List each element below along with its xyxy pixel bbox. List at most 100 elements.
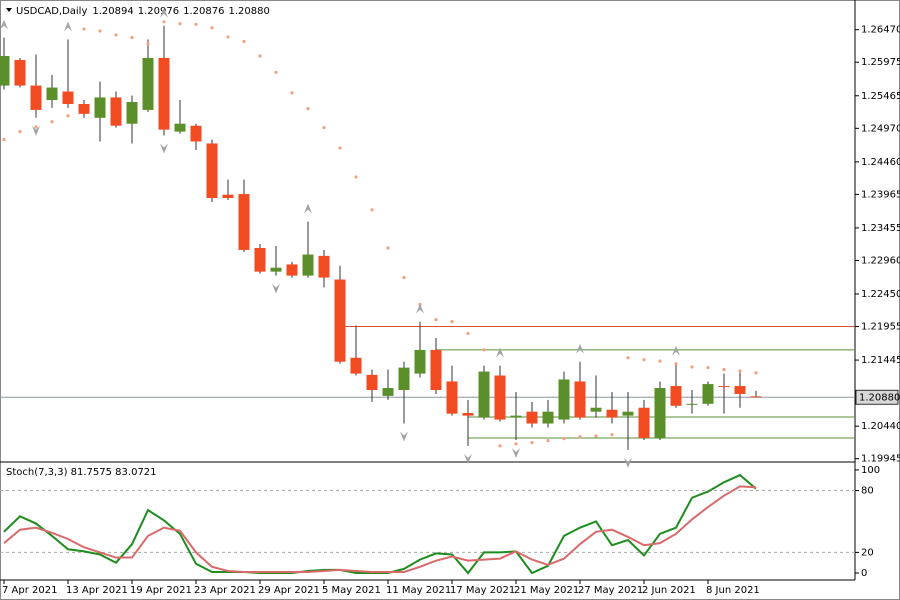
candle-body — [622, 411, 634, 416]
sar-dot — [210, 26, 214, 30]
sar-dot — [194, 22, 198, 27]
candle-body — [414, 349, 426, 374]
y-tick-label: 1.25465 — [861, 91, 900, 102]
x-tick-label: 13 Apr 2021 — [66, 585, 128, 596]
candle-body — [462, 413, 474, 416]
candle-body — [718, 386, 730, 388]
sar-dot — [290, 91, 294, 95]
candle-body — [222, 194, 234, 199]
candle-body — [558, 379, 570, 420]
x-tick-label: 19 Apr 2021 — [130, 585, 192, 596]
sar-dot — [130, 35, 134, 40]
candle-body — [574, 381, 586, 418]
sar-dot — [306, 106, 310, 111]
sar-dot — [722, 368, 726, 372]
sar-dot — [322, 126, 326, 130]
candle-body — [190, 125, 202, 142]
candle-body — [158, 57, 170, 130]
sar-dot — [178, 22, 182, 26]
candle-body — [606, 409, 618, 418]
candle-body — [494, 375, 506, 420]
y-tick-label: 1.23455 — [861, 223, 900, 234]
y-tick-label: 80 — [861, 486, 874, 497]
y-tick-label: 1.25975 — [861, 57, 900, 68]
x-tick-label: 17 May 2021 — [450, 585, 515, 596]
sar-dot — [450, 320, 454, 324]
x-tick-label: 21 May 2021 — [514, 585, 579, 596]
candle-body — [366, 374, 378, 390]
sar-dot — [498, 444, 502, 448]
high: 1.20976 — [138, 6, 179, 17]
candle-body — [430, 349, 442, 390]
x-tick-label: 2 Jun 2021 — [642, 585, 696, 596]
sar-dot — [386, 246, 390, 250]
fractal-up — [672, 345, 680, 356]
y-tick-label: 0 — [861, 568, 867, 579]
fractal-up — [304, 203, 312, 214]
candle-body — [398, 367, 410, 390]
candle-body — [62, 91, 74, 104]
sar-dot — [274, 70, 278, 75]
fractal-down — [464, 453, 472, 464]
indicator-title: Stoch(7,3,3) 81.7575 83.0721 — [6, 467, 157, 478]
fractal-down — [624, 457, 632, 468]
sar-dot — [690, 365, 694, 369]
sar-dot — [578, 435, 582, 439]
sar-dot — [466, 331, 470, 336]
candle-body — [238, 194, 250, 250]
candle-body — [206, 143, 218, 199]
fractal-down — [160, 143, 168, 154]
close: 1.20880 — [228, 6, 269, 17]
sar-dot — [146, 41, 150, 46]
fractal-up — [160, 7, 168, 18]
x-tick-label: 7 Apr 2021 — [2, 585, 57, 596]
sar-dot — [706, 366, 710, 370]
candle-body — [14, 59, 26, 86]
x-tick-label: 11 May 2021 — [386, 585, 451, 596]
sar-dot — [738, 369, 742, 373]
fractal-down — [400, 431, 408, 442]
candle-body — [382, 388, 394, 396]
candle-body — [142, 57, 154, 110]
sar-dot — [434, 318, 438, 322]
sar-dot — [594, 434, 598, 438]
chart-header: USDCAD,Daily 1.20894 1.20976 1.20876 1.20880 — [16, 6, 270, 17]
sar-dot — [338, 146, 342, 150]
y-tick-label: 1.20440 — [861, 421, 900, 432]
candle-body — [302, 254, 314, 276]
fractal-down — [512, 447, 520, 458]
sar-dot — [66, 114, 70, 118]
fractal-up — [0, 19, 8, 30]
candle-body — [126, 102, 138, 124]
sar-dot — [402, 275, 406, 280]
candle-body — [30, 85, 42, 110]
fractal-up — [64, 21, 72, 32]
sar-dot — [226, 35, 230, 39]
sar-dot — [354, 175, 358, 179]
candle-body — [446, 381, 458, 414]
candle-body — [526, 411, 538, 424]
candle-body — [702, 384, 714, 404]
y-tick-label: 1.22960 — [861, 255, 900, 266]
sar-dot — [514, 442, 518, 446]
sar-dot — [50, 120, 54, 124]
y-tick-label: 1.19945 — [861, 454, 900, 465]
candle-body — [750, 396, 762, 398]
sar-dot — [530, 440, 534, 445]
x-tick-label: 29 Apr 2021 — [258, 585, 320, 596]
candle-body — [270, 267, 282, 272]
open: 1.20894 — [92, 6, 133, 17]
candle-body — [638, 407, 650, 438]
fractal-up — [576, 343, 584, 354]
sar-dot — [562, 437, 566, 441]
candle-body — [78, 103, 90, 114]
candle-body — [286, 264, 298, 276]
indicator-line — [3, 485, 757, 573]
sar-dot — [482, 348, 486, 352]
fractal-up — [416, 303, 424, 314]
candle-body — [0, 55, 10, 86]
candle-body — [542, 411, 554, 424]
sar-dot — [258, 54, 262, 58]
candle-body — [254, 247, 266, 272]
y-tick-label: 1.21955 — [861, 322, 900, 333]
